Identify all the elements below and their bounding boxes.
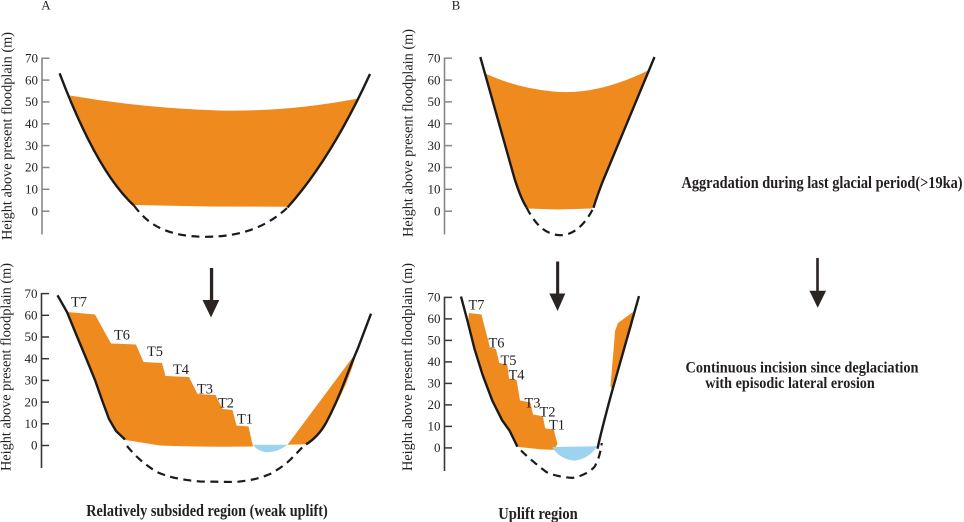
svg-text:10: 10 <box>428 419 441 434</box>
svg-text:20: 20 <box>428 397 441 412</box>
svg-text:40: 40 <box>25 116 38 131</box>
svg-text:T3: T3 <box>197 382 213 398</box>
svg-text:Height above present floodplai: Height above present floodplain (m) <box>401 29 417 237</box>
svg-text:T1: T1 <box>549 418 565 434</box>
svg-text:70: 70 <box>25 286 38 301</box>
svg-text:60: 60 <box>25 308 38 323</box>
svg-text:40: 40 <box>428 354 441 369</box>
svg-text:60: 60 <box>25 72 38 87</box>
svg-text:T4: T4 <box>173 362 189 378</box>
svg-text:A: A <box>41 0 51 13</box>
svg-text:70: 70 <box>428 50 441 65</box>
svg-text:50: 50 <box>428 333 441 348</box>
svg-text:0: 0 <box>434 440 441 455</box>
svg-text:Continuous incision since degl: Continuous incision since deglaciation <box>686 360 919 377</box>
svg-text:30: 30 <box>428 138 441 153</box>
svg-text:20: 20 <box>428 160 441 175</box>
svg-text:T5: T5 <box>501 353 517 369</box>
svg-text:40: 40 <box>25 351 38 366</box>
svg-text:10: 10 <box>25 182 38 197</box>
svg-text:T4: T4 <box>509 368 525 384</box>
svg-text:60: 60 <box>428 72 441 87</box>
svg-text:30: 30 <box>428 376 441 391</box>
svg-text:50: 50 <box>25 94 38 109</box>
svg-text:10: 10 <box>25 416 38 431</box>
svg-text:0: 0 <box>434 203 441 218</box>
svg-text:70: 70 <box>25 50 38 65</box>
svg-text:T6: T6 <box>489 336 505 352</box>
svg-text:30: 30 <box>25 138 38 153</box>
svg-text:10: 10 <box>428 182 441 197</box>
svg-text:Relatively subsided region (we: Relatively subsided region (weak uplift) <box>86 501 328 520</box>
svg-text:Aggradation during last glacia: Aggradation during last glacial period(>… <box>682 173 963 192</box>
svg-text:Height above present floodplai: Height above present floodplain (m) <box>400 263 416 471</box>
svg-text:0: 0 <box>32 203 39 218</box>
svg-text:60: 60 <box>428 311 441 326</box>
svg-text:T1: T1 <box>237 412 253 428</box>
svg-text:50: 50 <box>428 94 441 109</box>
svg-text:with episodic lateral erosion: with episodic lateral erosion <box>705 375 875 392</box>
svg-text:Height above present floodplai: Height above present floodplain (m) <box>0 32 16 240</box>
svg-text:40: 40 <box>428 116 441 131</box>
svg-text:Height above present floodplai: Height above present floodplain (m) <box>0 263 15 471</box>
svg-text:30: 30 <box>25 373 38 388</box>
svg-text:T2: T2 <box>540 405 556 421</box>
svg-text:T2: T2 <box>218 396 234 412</box>
svg-text:T6: T6 <box>114 328 130 344</box>
svg-text:0: 0 <box>31 438 38 453</box>
svg-text:T7: T7 <box>469 298 485 314</box>
svg-text:Uplift region: Uplift region <box>498 504 578 522</box>
svg-text:T3: T3 <box>525 396 541 412</box>
svg-text:20: 20 <box>25 394 38 409</box>
svg-text:50: 50 <box>25 329 38 344</box>
svg-text:20: 20 <box>25 160 38 175</box>
svg-text:T5: T5 <box>147 344 163 360</box>
svg-text:B: B <box>452 0 461 13</box>
svg-text:70: 70 <box>428 290 441 305</box>
svg-text:T7: T7 <box>71 295 87 311</box>
